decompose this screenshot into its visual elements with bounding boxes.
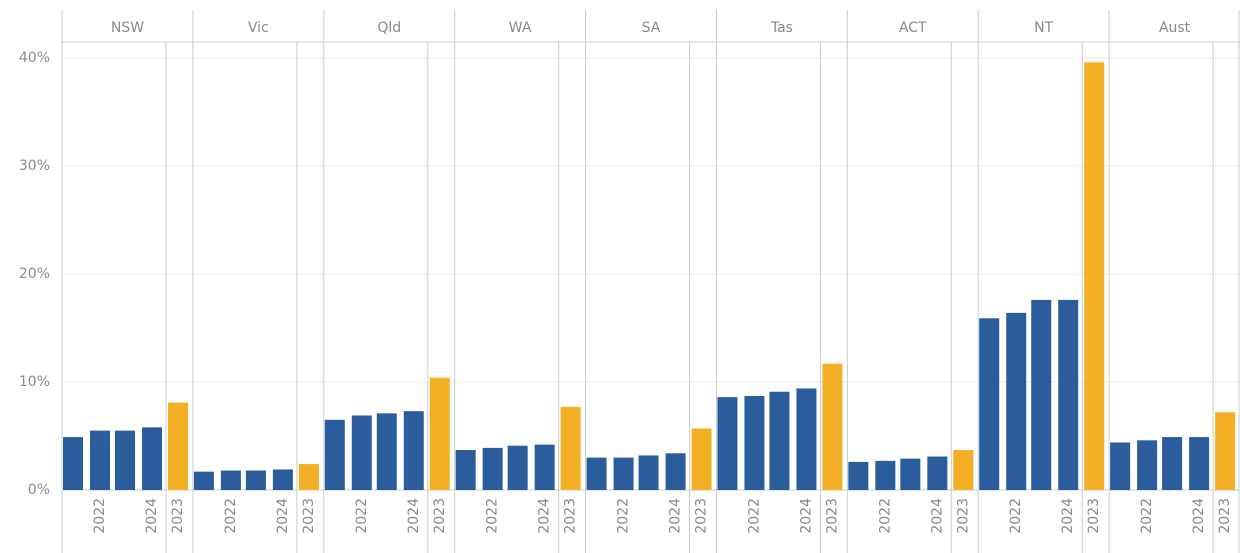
bar — [796, 388, 817, 490]
bar — [900, 458, 921, 490]
bar — [63, 437, 83, 490]
bar — [534, 444, 555, 490]
bar — [220, 470, 241, 490]
x-tick-label: 2023 — [170, 498, 186, 534]
bar — [324, 419, 345, 490]
x-tick-label: 2022 — [616, 498, 632, 534]
bar — [717, 397, 738, 490]
bar — [927, 456, 948, 490]
bar — [1137, 440, 1158, 490]
bar — [193, 471, 214, 490]
x-tick-label: 2022 — [1139, 498, 1155, 534]
bar — [744, 396, 765, 490]
panel-label: SA — [642, 20, 661, 36]
bar — [638, 455, 659, 490]
x-tick-label: 2023 — [955, 498, 971, 534]
panel-label: NT — [1034, 20, 1053, 36]
bar — [507, 445, 528, 490]
bar — [953, 450, 974, 490]
x-tick-label: 2024 — [406, 498, 422, 534]
x-tick-label: 2023 — [1086, 498, 1102, 534]
panel-label: Aust — [1159, 20, 1191, 36]
bar — [1058, 299, 1079, 490]
bar — [1006, 312, 1027, 490]
bar — [586, 457, 607, 490]
bar — [90, 430, 110, 490]
panel-label: ACT — [899, 20, 927, 36]
bar — [1162, 437, 1183, 490]
x-tick-label: 2022 — [1008, 498, 1024, 534]
bar — [1110, 442, 1131, 490]
x-tick-label: 2024 — [1191, 498, 1207, 534]
y-tick-label: 0% — [28, 482, 50, 498]
x-tick-label: 2023 — [432, 498, 448, 534]
x-tick-label: 2023 — [824, 498, 840, 534]
bar — [272, 469, 293, 490]
panel-label: Vic — [248, 20, 269, 36]
panel-label: WA — [509, 20, 532, 36]
x-tick-label: 2022 — [877, 498, 893, 534]
bar — [351, 415, 372, 490]
x-tick-label: 2024 — [929, 498, 945, 534]
bar — [769, 391, 790, 490]
bar — [822, 363, 843, 490]
panel-label: Qld — [377, 20, 401, 36]
bar — [1031, 299, 1052, 490]
x-tick-label: 2023 — [694, 498, 710, 534]
x-tick-label: 2022 — [485, 498, 501, 534]
bar — [560, 406, 581, 490]
x-tick-label: 2024 — [798, 498, 814, 534]
y-tick-label: 40% — [19, 50, 50, 66]
x-tick-label: 2024 — [668, 498, 684, 534]
bar — [665, 453, 686, 490]
y-tick-label: 30% — [19, 158, 50, 174]
x-tick-label: 2022 — [354, 498, 370, 534]
x-tick-label: 2022 — [92, 498, 108, 534]
bar — [1084, 62, 1105, 490]
y-tick-label: 20% — [19, 266, 50, 282]
x-tick-label: 2023 — [1217, 498, 1233, 534]
bar — [168, 402, 188, 490]
bar — [455, 450, 476, 490]
x-tick-label: 2022 — [223, 498, 239, 534]
bar — [979, 318, 1000, 490]
x-tick-label: 2024 — [1060, 498, 1076, 534]
bar — [403, 411, 424, 490]
bar — [298, 464, 319, 490]
bar — [848, 461, 869, 490]
bar — [875, 460, 896, 490]
y-tick-label: 10% — [19, 374, 50, 390]
x-tick-label: 2024 — [144, 498, 160, 534]
bar — [691, 428, 712, 490]
bar — [115, 430, 135, 490]
bar — [1189, 437, 1210, 490]
bar — [613, 457, 634, 490]
bar — [142, 427, 162, 490]
panel-label: NSW — [111, 20, 144, 36]
panel-label: Tas — [770, 20, 793, 36]
x-tick-label: 2024 — [537, 498, 553, 534]
bar — [1215, 412, 1236, 490]
x-tick-label: 2023 — [563, 498, 579, 534]
x-tick-label: 2023 — [301, 498, 317, 534]
bar — [376, 413, 397, 490]
bar — [429, 377, 450, 490]
bar — [245, 470, 266, 490]
bar — [482, 447, 503, 490]
x-tick-label: 2022 — [746, 498, 762, 534]
x-tick-label: 2024 — [275, 498, 291, 534]
